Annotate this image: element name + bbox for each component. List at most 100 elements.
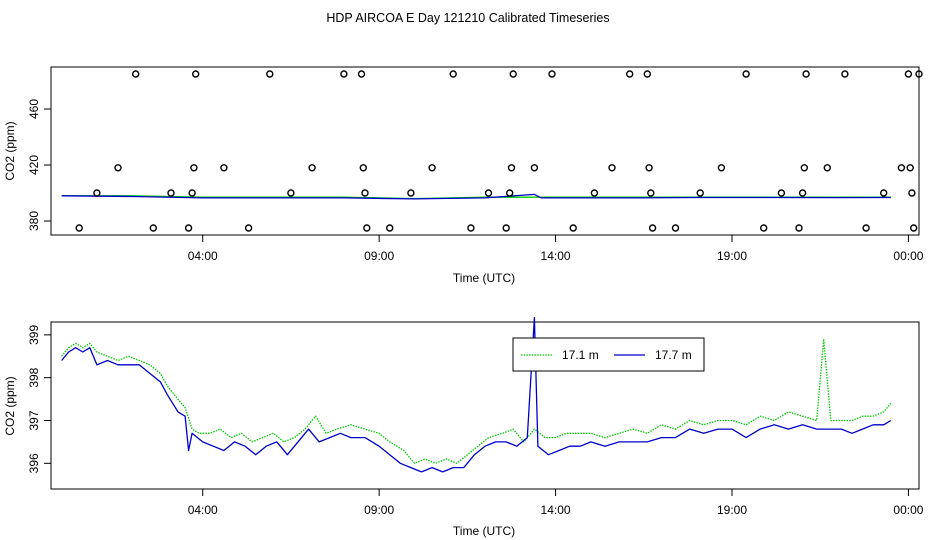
bottom-series-lines [61, 317, 892, 473]
bottom-x-tick-label: 09:00 [364, 503, 394, 517]
top-panel: 380 420 460 04:00 09:00 14:00 19:00 00:00 Time… [3, 66, 924, 285]
top-reference-point [449, 70, 457, 78]
top-reference-point [742, 70, 750, 78]
top-reference-point [777, 189, 786, 197]
top-reference-point [645, 164, 653, 172]
bottom-x-tick-label: 00:00 [893, 503, 923, 517]
top-reference-points [75, 70, 923, 232]
top-reference-point [862, 224, 870, 232]
top-reference-point [915, 70, 923, 78]
top-y-tick-label: 380 [27, 211, 41, 231]
bottom-series-line-17-1-m [61, 338, 892, 464]
top-reference-point [75, 224, 83, 232]
top-reference-point [308, 164, 316, 172]
top-reference-point [363, 224, 371, 232]
legend: 17.1 m 17.7 m [512, 337, 705, 372]
top-reference-point [131, 70, 140, 78]
top-reference-point [626, 70, 634, 78]
top-reference-point [507, 164, 516, 172]
top-reference-point [428, 164, 436, 172]
top-reference-point [671, 224, 680, 232]
top-reference-point [800, 164, 808, 172]
bottom-x-axis-label: Time (UTC) [453, 524, 515, 538]
bottom-y-tick-label: 398 [27, 367, 41, 387]
top-y-axis-label: CO2 (ppm) [3, 121, 17, 180]
top-reference-point [717, 164, 726, 172]
bottom-x-tick-label: 19:00 [717, 503, 747, 517]
top-reference-point [897, 164, 906, 172]
top-reference-point [359, 164, 367, 172]
top-reference-point [114, 164, 122, 172]
bottom-panel: 396 397 398 399 04:00 09:00 14:00 19:00 00:00 T… [3, 317, 924, 538]
top-reference-point [167, 189, 175, 197]
legend-label-17-1m: 17.1 m [562, 348, 599, 362]
top-reference-point [407, 189, 415, 197]
top-reference-point [386, 224, 394, 232]
bottom-y-axis: 396 397 398 399 [27, 325, 51, 473]
top-reference-point [548, 70, 556, 78]
top-reference-point [506, 189, 514, 197]
top-reference-point [530, 164, 539, 172]
legend-label-17-7m: 17.7 m [655, 348, 692, 362]
top-reference-point [841, 70, 849, 78]
top-reference-point [647, 189, 655, 197]
top-reference-point [904, 70, 913, 78]
top-reference-point [266, 70, 274, 78]
top-reference-point [760, 224, 768, 232]
top-x-tick-label: 09:00 [364, 249, 394, 263]
top-series-lines [61, 193, 891, 200]
top-reference-point [191, 70, 200, 78]
top-reference-point [648, 224, 657, 232]
top-reference-point [908, 189, 916, 197]
top-reference-point [880, 189, 888, 197]
bottom-plot-frame [50, 321, 920, 490]
top-reference-point [910, 224, 918, 232]
bottom-y-tick-label: 399 [27, 325, 41, 345]
bottom-x-tick-label: 14:00 [541, 503, 571, 517]
top-reference-point [643, 70, 651, 78]
top-reference-point [190, 164, 198, 172]
top-reference-point [467, 224, 475, 232]
top-reference-point [149, 224, 158, 232]
top-x-tick-label: 14:00 [541, 249, 571, 263]
top-reference-point [696, 189, 704, 197]
bottom-y-axis-label: CO2 (ppm) [3, 376, 17, 435]
top-reference-point [569, 224, 577, 232]
top-plot-frame [50, 66, 920, 236]
top-reference-point [823, 164, 831, 172]
bottom-x-axis: 04:00 09:00 14:00 19:00 00:00 [188, 489, 924, 517]
top-y-tick-label: 460 [27, 99, 41, 119]
bottom-y-tick-label: 397 [27, 410, 41, 430]
top-x-tick-label: 19:00 [717, 249, 747, 263]
top-reference-point [484, 189, 493, 197]
bottom-series-line-17-7-m [61, 317, 892, 473]
top-reference-point [287, 189, 295, 197]
top-y-tick-label: 420 [27, 155, 41, 175]
top-reference-point [906, 164, 914, 172]
bottom-y-tick-label: 396 [27, 453, 41, 473]
top-y-axis: 380 420 460 [27, 99, 51, 231]
top-reference-point [802, 70, 810, 78]
top-reference-point [184, 224, 193, 232]
top-x-axis: 04:00 09:00 14:00 19:00 00:00 [188, 235, 924, 263]
top-reference-point [361, 189, 369, 197]
top-reference-point [509, 70, 517, 78]
top-reference-point [93, 189, 101, 197]
top-reference-point [220, 164, 228, 172]
figure-title: HDP AIRCOA E Day 121210 Calibrated Times… [326, 11, 609, 25]
top-x-tick-label: 00:00 [893, 249, 923, 263]
top-x-axis-label: Time (UTC) [453, 271, 515, 285]
top-reference-point [608, 164, 616, 172]
top-reference-point [340, 70, 348, 78]
top-reference-point [244, 224, 253, 232]
top-x-tick-label: 04:00 [188, 249, 218, 263]
top-reference-point [795, 224, 803, 232]
top-reference-point [502, 224, 510, 232]
legend-box [512, 337, 705, 372]
top-reference-point [590, 189, 599, 197]
top-reference-point [357, 70, 366, 78]
bottom-x-tick-label: 04:00 [188, 503, 218, 517]
top-reference-point [188, 189, 196, 197]
top-reference-point [798, 189, 807, 197]
